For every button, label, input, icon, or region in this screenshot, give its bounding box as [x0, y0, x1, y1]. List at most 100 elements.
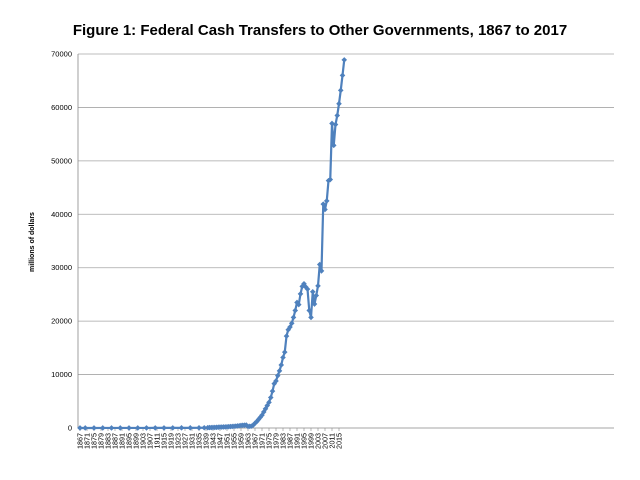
data-point-2012	[330, 142, 337, 149]
x-tick-label-2007: 2007	[321, 433, 330, 449]
data-point-2009	[325, 177, 332, 184]
x-tick-label-1899: 1899	[132, 433, 141, 449]
x-tick-label-1891: 1891	[118, 433, 127, 449]
data-point-2005	[318, 268, 325, 274]
x-tick-label-1963: 1963	[244, 433, 253, 449]
data-point-2004	[316, 261, 323, 268]
y-axis: 0 10000 20000 30000 40000 50000 60000 70000	[51, 50, 79, 433]
chart-title: Figure 1: Federal Cash Transfers to Othe…	[72, 22, 568, 39]
data-point-1920	[169, 425, 176, 431]
data-point-1980	[274, 372, 281, 379]
x-tick-label-1959: 1959	[237, 433, 246, 449]
data-point-2010	[327, 176, 334, 183]
data-point-1867	[77, 425, 83, 431]
x-tick-label-1995: 1995	[300, 433, 309, 449]
x-tick-label-1867: 1867	[76, 433, 85, 449]
data-point-1976	[267, 394, 274, 401]
x-tick-label-1955: 1955	[230, 433, 239, 449]
data-point-2003	[315, 283, 321, 289]
y-tick-label-40000: 40000	[51, 210, 72, 219]
x-tick-label-1903: 1903	[139, 433, 148, 449]
data-point-1880	[99, 425, 106, 431]
data-point-1975	[266, 399, 272, 406]
data-point-1999	[308, 314, 314, 321]
data-point-2008	[323, 198, 330, 204]
x-tick-label-1895: 1895	[125, 433, 134, 449]
data-point-2006	[320, 201, 327, 207]
data-point-1895	[126, 425, 132, 431]
x-tick-label-1915: 1915	[160, 433, 169, 449]
x-tick-label-1999: 1999	[307, 433, 316, 449]
y-tick-label-70000: 70000	[51, 50, 72, 59]
data-point-1982	[278, 362, 285, 368]
data-point-1986	[285, 326, 292, 333]
x-tick-label-1971: 1971	[258, 433, 267, 449]
x-tick-label-1979: 1979	[272, 433, 281, 449]
data-point-1984	[281, 349, 288, 355]
data-point-2001	[311, 301, 318, 307]
gridlines	[78, 53, 614, 429]
x-tick-label-1887: 1887	[111, 433, 120, 449]
data-point-1990	[292, 307, 299, 314]
data-point-2016	[337, 87, 344, 94]
x-tick-label-1879: 1879	[97, 433, 106, 449]
data-point-1905	[143, 425, 150, 431]
data-point-1993	[297, 291, 304, 297]
data-point-2007	[322, 206, 328, 213]
data-point-2018	[341, 57, 348, 63]
data-point-2013	[332, 121, 339, 128]
data-point-1966	[250, 422, 257, 428]
data-point-1875	[91, 425, 97, 431]
data-point-2000	[309, 288, 316, 295]
data-point-2017	[339, 72, 346, 79]
x-tick-label-1991: 1991	[293, 433, 302, 449]
x-tick-label-1943: 1943	[209, 433, 218, 449]
x-tick-label-1871: 1871	[83, 433, 92, 449]
x-tick-label-1967: 1967	[251, 433, 260, 449]
data-point-1981	[276, 368, 283, 374]
x-tick-label-1927: 1927	[181, 433, 190, 449]
x-tick-label-1987: 1987	[286, 433, 295, 449]
y-tick-label-60000: 60000	[51, 103, 72, 112]
data-point-1992	[295, 301, 302, 308]
data-point-1910	[152, 425, 159, 431]
x-tick-label-1875: 1875	[90, 433, 99, 449]
x-tick-label-1947: 1947	[216, 433, 225, 449]
x-tick-label-1911: 1911	[153, 433, 162, 448]
x-tick-label-1931: 1931	[188, 433, 197, 449]
data-point-1988	[288, 320, 295, 327]
data-point-1967	[252, 420, 258, 426]
y-tick-label-20000: 20000	[51, 317, 72, 326]
data-point-1925	[178, 425, 185, 431]
series-transfers	[77, 57, 348, 431]
y-tick-label-50000: 50000	[51, 156, 72, 165]
x-tick-label-2003: 2003	[314, 433, 323, 449]
x-tick-label-1883: 1883	[104, 433, 113, 449]
x-tick-label-1907: 1907	[146, 433, 155, 449]
data-point-1885	[108, 425, 115, 431]
x-tick-label-1983: 1983	[279, 433, 288, 449]
data-point-1972	[260, 409, 267, 415]
data-point-1998	[306, 307, 313, 314]
x-tick-label-1919: 1919	[167, 433, 176, 449]
y-tick-label-0: 0	[68, 424, 72, 433]
data-point-1930	[187, 425, 194, 431]
data-point-1970	[257, 414, 264, 421]
data-point-1935	[196, 425, 202, 431]
data-point-2015	[336, 100, 342, 107]
x-tick-label-1939: 1939	[202, 433, 211, 449]
data-point-2002	[313, 292, 320, 299]
data-point-1938	[201, 424, 208, 431]
data-point-1870	[82, 425, 89, 431]
y-tick-label-30000: 30000	[51, 263, 72, 272]
series-line	[80, 59, 346, 430]
data-point-1971	[259, 412, 265, 418]
data-point-2014	[334, 112, 341, 119]
data-point-1915	[161, 425, 167, 431]
x-axis: 1867187118751879188318871891189518991903…	[76, 428, 344, 449]
data-point-1985	[283, 333, 290, 339]
data-point-1989	[290, 314, 297, 321]
y-axis-label: millions of dollars	[29, 212, 36, 272]
x-tick-label-1951: 1951	[223, 433, 232, 449]
